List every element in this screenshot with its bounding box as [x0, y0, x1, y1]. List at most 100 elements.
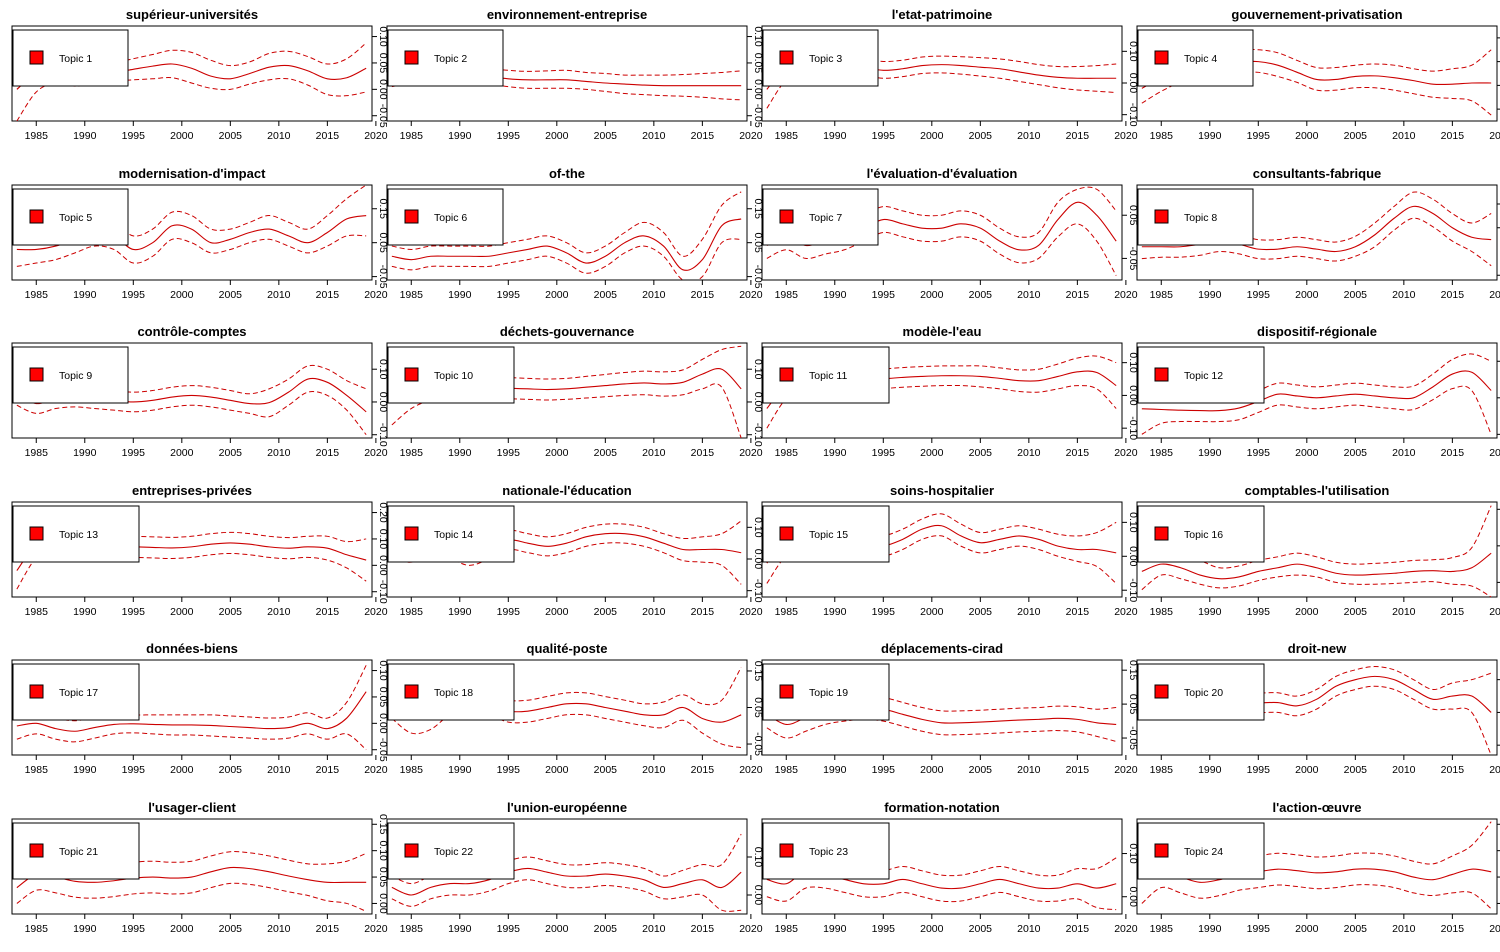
series-group — [16, 851, 367, 912]
x-tick-label: 1990 — [73, 130, 97, 142]
x-tick-label: 2005 — [219, 764, 243, 776]
lower-ci-line — [766, 719, 1117, 743]
x-tick-label: 2000 — [1295, 764, 1319, 776]
chart-svg: of-the 1985 1990 1995 2000 2005 2010 2015 2020-0… — [386, 166, 764, 301]
x-tick-label: 1985 — [25, 130, 49, 142]
x-tick-label: 1985 — [775, 130, 799, 142]
x-tick-label: 2005 — [594, 606, 618, 618]
chart-title: qualité-poste — [527, 641, 608, 656]
plot-frame — [386, 342, 748, 439]
x-tick-label: 2010 — [267, 764, 291, 776]
x-tick-label: 2000 — [545, 764, 569, 776]
chart-title: l'usager-client — [148, 800, 236, 815]
y-tick-label: 0.10 — [1127, 41, 1139, 62]
upper-ci-line — [766, 693, 1117, 713]
x-tick-label: 2000 — [920, 606, 944, 618]
x-tick-label: 2000 — [1295, 447, 1319, 459]
x-tick-label: 2000 — [545, 447, 569, 459]
x-tick-label: 1990 — [1198, 764, 1222, 776]
x-tick-label: 1995 — [122, 289, 146, 301]
chart-title: of-the — [549, 166, 585, 181]
x-tick-label: 2005 — [219, 130, 243, 142]
chart-svg: contrôle-comptes 1985 1990 1995 2000 2005 2010… — [11, 324, 389, 459]
legend-label: Topic 11 — [809, 370, 847, 382]
x-tick-label: 1995 — [497, 764, 521, 776]
chart-svg: soins-hospitalier 1985 1990 1995 2000 2005 201… — [761, 483, 1139, 618]
x-tick-label: 2000 — [170, 289, 194, 301]
x-tick-label: 2010 — [1017, 130, 1041, 142]
panel-topic-22: l'union-européenne 1985 1990 1995 2000 2005 20… — [375, 793, 764, 951]
plot-frame — [1136, 25, 1498, 122]
chart-svg: formation-notation 1985 1990 1995 2000 2005 20… — [761, 800, 1139, 935]
mean-line — [391, 867, 742, 896]
y-tick-label: 0.10 — [377, 529, 389, 550]
x-tick-label: 2015 — [1441, 447, 1465, 459]
panel-topic-1: supérieur-universités 1985 1990 1995 2000 200… — [0, 0, 389, 158]
x-tick-label: 2020 — [1489, 289, 1500, 301]
x-tick-label: 1985 — [1150, 289, 1174, 301]
legend-swatch — [404, 209, 419, 224]
x-tick-label: 2015 — [1441, 289, 1465, 301]
x-tick-label: 2020 — [739, 289, 763, 301]
legend-label: Topic 4 — [1184, 53, 1217, 65]
panel-topic-24: l'action-œuvre 1985 1990 1995 2000 2005 2010 20… — [1125, 793, 1500, 951]
x-tick-label: 2015 — [691, 764, 715, 776]
y-tick-label: 0.00 — [752, 885, 764, 906]
y-tick-label: 0.00 — [752, 392, 764, 413]
plot-frame — [11, 501, 373, 598]
upper-ci-line — [766, 186, 1117, 238]
chart-title: l'union-européenne — [507, 800, 627, 815]
x-tick-label: 2015 — [1066, 447, 1090, 459]
y-tick-label: 0.05 — [377, 867, 389, 888]
legend-swatch — [404, 526, 419, 541]
chart-svg: qualité-poste 1985 1990 1995 2000 2005 2010 201… — [386, 641, 764, 776]
panel-topic-14: nationale-l'éducation 1985 1990 1995 2000 200… — [375, 476, 764, 634]
panel-topic-12: dispositif-régionale 1985 1990 1995 2000 2005… — [1125, 317, 1500, 475]
x-tick-label: 2005 — [219, 606, 243, 618]
x-tick-label: 2015 — [1066, 130, 1090, 142]
x-tick-label: 1985 — [1150, 447, 1174, 459]
panel-topic-11: modèle-l'eau 1985 1990 1995 2000 2005 2010 2015… — [750, 317, 1139, 475]
x-tick-label: 2010 — [642, 447, 666, 459]
chart-svg: supérieur-universités 1985 1990 1995 2000 200… — [11, 7, 389, 142]
legend-label: Topic 8 — [1184, 212, 1217, 224]
x-tick-label: 1995 — [872, 606, 896, 618]
plot-frame — [11, 342, 373, 439]
panel-topic-19: déplacements-cirad 1985 1990 1995 2000 2005 20… — [750, 634, 1139, 792]
legend-swatch — [29, 843, 44, 858]
y-tick-label: 0.05 — [1127, 694, 1139, 715]
x-tick-label: 1990 — [448, 606, 472, 618]
x-tick-label: 2005 — [969, 289, 993, 301]
y-tick-label: 0.10 — [377, 26, 389, 47]
y-tick-label: 0.00 — [377, 79, 389, 100]
panel-topic-23: formation-notation 1985 1990 1995 2000 2005 20… — [750, 793, 1139, 951]
lower-ci-line — [16, 882, 367, 912]
x-tick-label: 2010 — [642, 130, 666, 142]
plot-frame — [1136, 818, 1498, 915]
plot-frame — [1136, 659, 1498, 756]
plot-frame — [386, 501, 748, 598]
chart-title: modernisation-d'impact — [119, 166, 266, 181]
lower-ci-line — [766, 886, 1117, 911]
x-tick-label: 1990 — [1198, 923, 1222, 935]
panel-topic-9: contrôle-comptes 1985 1990 1995 2000 2005 2010… — [0, 317, 389, 475]
x-tick-label: 1990 — [448, 923, 472, 935]
chart-title: supérieur-universités — [126, 7, 258, 22]
legend-label: Topic 17 — [59, 687, 98, 699]
x-tick-label: 2000 — [920, 923, 944, 935]
x-tick-label: 2020 — [1114, 289, 1138, 301]
panel-topic-15: soins-hospitalier 1985 1990 1995 2000 2005 201… — [750, 476, 1139, 634]
series-group — [1141, 353, 1492, 435]
legend-label: Topic 7 — [809, 212, 842, 224]
x-tick-label: 1985 — [1150, 923, 1174, 935]
lower-ci-line — [1141, 884, 1492, 910]
y-tick-label: 0.10 — [752, 26, 764, 47]
y-tick-label: 0.00 — [377, 714, 389, 735]
chart-title: l'action-œuvre — [1272, 800, 1361, 815]
x-tick-label: 2020 — [1489, 923, 1500, 935]
plot-frame — [761, 342, 1123, 439]
legend-swatch — [779, 209, 794, 224]
x-tick-label: 2015 — [316, 764, 340, 776]
x-tick-label: 2015 — [691, 923, 715, 935]
x-tick-label: 1995 — [497, 289, 521, 301]
